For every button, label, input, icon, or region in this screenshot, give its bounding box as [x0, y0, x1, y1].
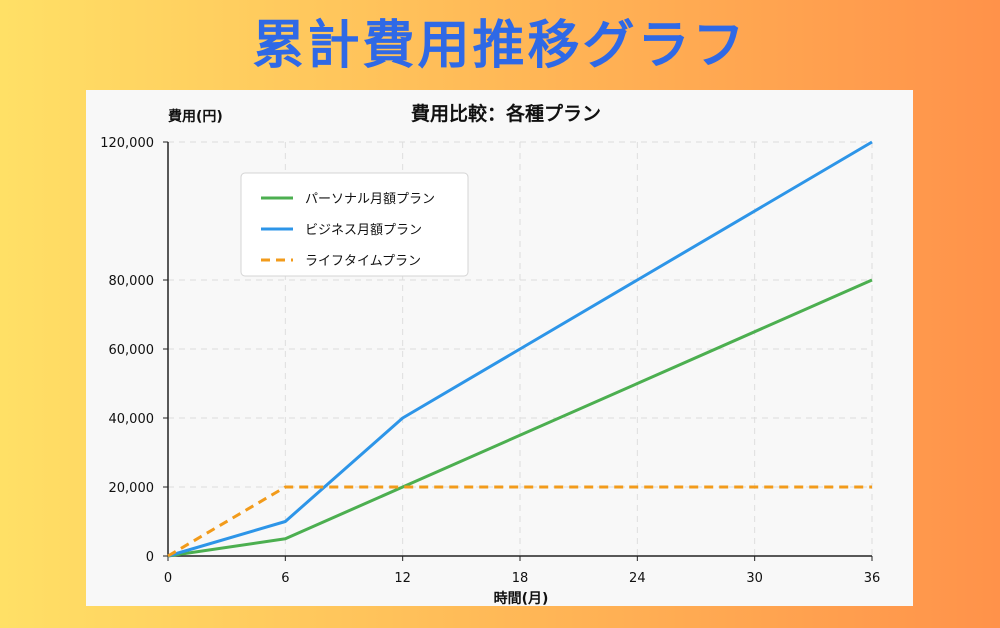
series-line-2 [167, 485, 872, 558]
y-tick-label: 0 [146, 550, 154, 565]
y-tick-label: 60,000 [109, 343, 155, 358]
x-tick-label: 12 [394, 571, 411, 586]
series-line-0 [167, 278, 873, 558]
y-tick-label: 80,000 [109, 274, 155, 289]
x-tick-label: 30 [746, 571, 763, 586]
chart-title: 費用比較：各種プラン [411, 102, 601, 125]
y-tick-label: 40,000 [109, 412, 155, 427]
chart-panel: 0 6 12 18 24 30 36 0 20,000 40,000 60,000 80,000 120… [86, 90, 913, 606]
tick-labels: 0 6 12 18 24 30 36 0 20,000 40,000 60,000 80,000 120… [100, 136, 880, 586]
x-tick-label: 24 [629, 571, 646, 586]
x-tick-label: 18 [512, 571, 529, 586]
axes [163, 141, 873, 561]
line-chart: 0 6 12 18 24 30 36 0 20,000 40,000 60,000 80,000 120… [100, 102, 880, 606]
page-title: 累計費用推移グラフ [252, 16, 748, 76]
series-line-1 [167, 140, 873, 558]
x-tick-label: 0 [164, 571, 172, 586]
x-tick-label: 6 [281, 571, 289, 586]
legend-label: ライフタイムプラン [305, 254, 421, 269]
legend-label: パーソナル月額プラン [305, 192, 435, 207]
y-tick-label: 120,000 [100, 136, 154, 151]
legend-box [240, 172, 469, 277]
y-axis-label: 費用(円) [168, 108, 223, 125]
x-tick-label: 36 [864, 571, 881, 586]
legend-label: ビジネス月額プラン [305, 223, 422, 238]
x-axis-label: 時間(月) [494, 590, 549, 606]
series-lines [167, 140, 873, 558]
y-tick-label: 20,000 [109, 481, 155, 496]
